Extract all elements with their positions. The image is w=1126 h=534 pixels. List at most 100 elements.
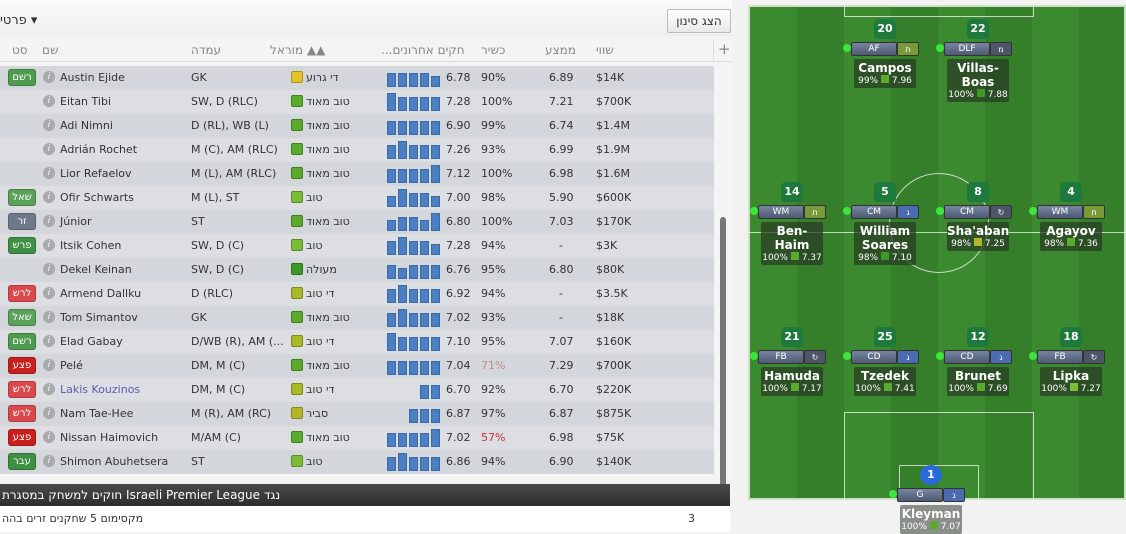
- lineup-player-card[interactable]: 18 FB ↻ Lipka 100% 7.27: [1029, 327, 1111, 396]
- info-icon[interactable]: i: [43, 263, 55, 275]
- table-row[interactable]: i Adi Nimni D (RL), WB (L) טוב מאוד 6.90 99% 6…: [0, 114, 714, 138]
- table-row[interactable]: לרש i Nam Tae-Hee M (R), AM (RC) סביר 6.87 97%…: [0, 402, 714, 426]
- status-badge[interactable]: עבר: [8, 453, 36, 470]
- duty-dropdown[interactable]: מ: [990, 42, 1012, 56]
- role-dropdown[interactable]: G: [897, 488, 943, 502]
- player-name[interactable]: Eitan Tibi: [60, 95, 112, 108]
- lineup-player-card[interactable]: 22 DLF מ Villas-Boas 100% 7.88: [936, 19, 1018, 102]
- status-badge[interactable]: פרש: [8, 237, 36, 254]
- status-badge[interactable]: שאל: [8, 189, 36, 206]
- duty-dropdown[interactable]: ת: [804, 205, 826, 219]
- status-badge[interactable]: זר: [8, 213, 36, 230]
- table-row[interactable]: i Dekel Keinan SW, D (C) מעולה 6.76 95% 6.80 $8…: [0, 258, 714, 282]
- table-row[interactable]: פצע i Pelé DM, M (C) טוב מאוד 7.04 71% 7.29 $700…: [0, 354, 714, 378]
- views-dropdown[interactable]: פרטי ▾: [0, 13, 38, 28]
- table-row[interactable]: פרש i Itsik Cohen SW, D (C) טוב 7.28 94% - $3K: [0, 234, 714, 258]
- role-dropdown[interactable]: CM: [944, 205, 990, 219]
- status-badge[interactable]: לרש: [8, 381, 36, 398]
- col-name[interactable]: שם: [42, 43, 59, 57]
- col-condition[interactable]: כשיר: [481, 43, 506, 57]
- role-dropdown[interactable]: CD: [851, 350, 897, 364]
- col-average[interactable]: ממצע: [545, 43, 576, 57]
- table-row[interactable]: רשם i Austin Ejide GK די גרוע 6.78 90% 6.89 $14K: [0, 66, 714, 90]
- player-name[interactable]: Itsik Cohen: [60, 239, 122, 252]
- table-row[interactable]: לרש i Armend Dallku D (RLC) די טוב 6.92 94% - $3…: [0, 282, 714, 306]
- scrollbar-thumb[interactable]: [720, 217, 726, 507]
- duty-dropdown[interactable]: ג: [897, 205, 919, 219]
- table-row[interactable]: רשם i Elad Gabay D/WB (R), AM (... די טוב 7.1…: [0, 330, 714, 354]
- status-badge[interactable]: לרש: [8, 285, 36, 302]
- info-icon[interactable]: i: [43, 191, 55, 203]
- lineup-player-card[interactable]: 20 AF ת Campos 99% 7.96: [843, 19, 925, 88]
- duty-dropdown[interactable]: ת: [1083, 205, 1105, 219]
- table-row[interactable]: עבר i Shimon Abuhetsera ST טוב 6.86 94% 6.90 $14…: [0, 450, 714, 474]
- col-value[interactable]: שווי: [596, 43, 614, 57]
- info-icon[interactable]: i: [43, 143, 55, 155]
- role-dropdown[interactable]: CD: [944, 350, 990, 364]
- duty-dropdown[interactable]: ג: [990, 350, 1012, 364]
- player-name[interactable]: Júnior: [60, 215, 92, 228]
- info-icon[interactable]: i: [43, 431, 55, 443]
- duty-dropdown[interactable]: ↻: [990, 205, 1012, 219]
- role-dropdown[interactable]: AF: [851, 42, 897, 56]
- player-name[interactable]: Nam Tae-Hee: [60, 407, 134, 420]
- info-icon[interactable]: i: [43, 287, 55, 299]
- info-icon[interactable]: i: [43, 383, 55, 395]
- status-badge[interactable]: לרש: [8, 405, 36, 422]
- lineup-player-card[interactable]: 25 CD ג Tzedek 100% 7.41: [843, 327, 925, 396]
- status-badge[interactable]: רשם: [8, 333, 36, 350]
- col-morale[interactable]: מוראל ▲▲: [270, 43, 326, 57]
- player-name[interactable]: Armend Dallku: [60, 287, 142, 300]
- table-row[interactable]: שאל i Ofir Schwarts M (L), ST טוב 7.00 98% 5.90…: [0, 186, 714, 210]
- info-icon[interactable]: i: [43, 239, 55, 251]
- info-icon[interactable]: i: [43, 71, 55, 83]
- lineup-player-card[interactable]: 1 G ג Kleyman 100% 7.07: [889, 465, 971, 534]
- duty-dropdown[interactable]: ↻: [804, 350, 826, 364]
- col-form[interactable]: ...חקים אחרונים: [381, 43, 465, 57]
- duty-dropdown[interactable]: ג: [943, 488, 965, 502]
- duty-dropdown[interactable]: ת: [897, 42, 919, 56]
- info-icon[interactable]: i: [43, 95, 55, 107]
- duty-dropdown[interactable]: ג: [897, 350, 919, 364]
- table-row[interactable]: פצע i Nissan Haimovich M/AM (C) טוב מאוד 7.02…: [0, 426, 714, 450]
- table-row[interactable]: i Eitan Tibi SW, D (RLC) טוב מאוד 7.28 100% 7.…: [0, 90, 714, 114]
- table-row[interactable]: זר i Júnior ST טוב מאוד 6.80 100% 7.03 $170K: [0, 210, 714, 234]
- info-icon[interactable]: i: [43, 167, 55, 179]
- status-badge[interactable]: שאל: [8, 309, 36, 326]
- player-name[interactable]: Lakis Kouzinos: [60, 383, 141, 396]
- player-name[interactable]: Lior Refaelov: [60, 167, 132, 180]
- info-icon[interactable]: i: [43, 311, 55, 323]
- player-name[interactable]: Tom Simantov: [60, 311, 138, 324]
- player-name[interactable]: Dekel Keinan: [60, 263, 132, 276]
- role-dropdown[interactable]: WM: [758, 205, 804, 219]
- player-name[interactable]: Shimon Abuhetsera: [60, 455, 169, 468]
- status-badge[interactable]: רשם: [8, 69, 36, 86]
- player-name[interactable]: Adi Nimni: [60, 119, 113, 132]
- info-icon[interactable]: i: [43, 335, 55, 347]
- lineup-player-card[interactable]: 14 WM ת Ben-Haim 100% 7.37: [750, 182, 832, 265]
- add-column-button[interactable]: +: [713, 40, 731, 62]
- player-name[interactable]: Adrián Rochet: [60, 143, 138, 156]
- role-dropdown[interactable]: CM: [851, 205, 897, 219]
- col-position[interactable]: עמדה: [191, 43, 222, 57]
- table-row[interactable]: i Adrián Rochet M (C), AM (RLC) טוב מאוד 7.2…: [0, 138, 714, 162]
- player-name[interactable]: Austin Ejide: [60, 71, 125, 84]
- player-name[interactable]: Pelé: [60, 359, 83, 372]
- status-badge[interactable]: פצע: [8, 429, 36, 446]
- role-dropdown[interactable]: DLF: [944, 42, 990, 56]
- lineup-player-card[interactable]: 12 CD ג Brunet 100% 7.69: [936, 327, 1018, 396]
- info-icon[interactable]: i: [43, 455, 55, 467]
- role-dropdown[interactable]: WM: [1037, 205, 1083, 219]
- info-icon[interactable]: i: [43, 119, 55, 131]
- status-badge[interactable]: פצע: [8, 357, 36, 374]
- duty-dropdown[interactable]: ↻: [1083, 350, 1105, 364]
- role-dropdown[interactable]: FB: [1037, 350, 1083, 364]
- info-icon[interactable]: i: [43, 359, 55, 371]
- table-row[interactable]: לרש i Lakis Kouzinos DM, M (C) די טוב 6.70 92%…: [0, 378, 714, 402]
- lineup-player-card[interactable]: 4 WM ת Agayov 98% 7.36: [1029, 182, 1111, 251]
- info-icon[interactable]: i: [43, 215, 55, 227]
- info-icon[interactable]: i: [43, 407, 55, 419]
- player-name[interactable]: Nissan Haimovich: [60, 431, 159, 444]
- role-dropdown[interactable]: FB: [758, 350, 804, 364]
- table-row[interactable]: שאל i Tom Simantov GK טוב מאוד 7.02 93% - $18K: [0, 306, 714, 330]
